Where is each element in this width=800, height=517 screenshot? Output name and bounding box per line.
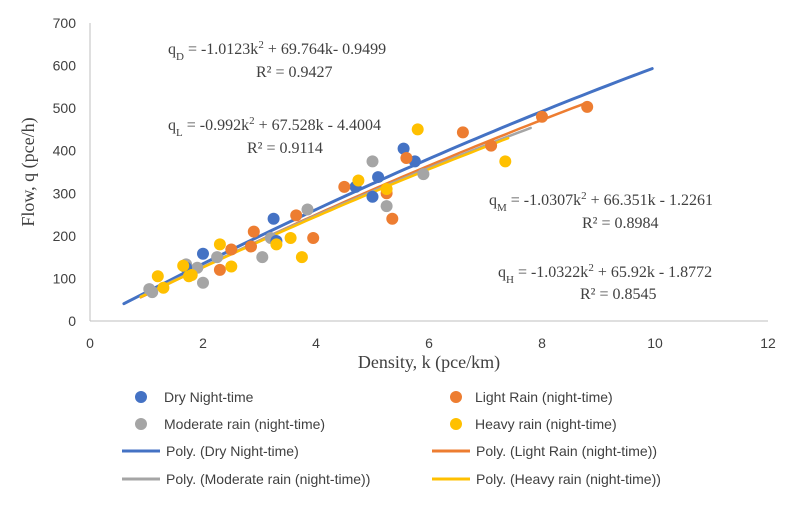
y-tick-label: 0 bbox=[68, 313, 76, 329]
x-tick-labels: 0 2 4 6 8 10 12 bbox=[86, 335, 776, 351]
x-tick-label: 10 bbox=[647, 335, 663, 351]
data-point-heavy bbox=[270, 238, 283, 251]
legend-marker-moderate bbox=[135, 418, 147, 430]
legend-label-poly-dry: Poly. (Dry Night-time) bbox=[166, 443, 299, 459]
r2-moderate: R² = 0.8984 bbox=[582, 215, 659, 232]
data-point-dry bbox=[197, 247, 209, 260]
data-point-light bbox=[247, 225, 260, 238]
data-point-light bbox=[213, 263, 226, 276]
legend-item-poly-moderate: Poly. (Moderate rain (night-time)) bbox=[122, 471, 370, 487]
legend-label-poly-light: Poly. (Light Rain (night-time)) bbox=[476, 443, 657, 459]
data-point-heavy bbox=[225, 260, 238, 273]
legend-label-heavy: Heavy rain (night-time) bbox=[475, 416, 617, 432]
data-point-light bbox=[456, 126, 469, 139]
data-point-heavy bbox=[177, 259, 190, 272]
data-point-heavy bbox=[380, 183, 393, 195]
data-point-moderate bbox=[197, 276, 209, 289]
r2-dry: R² = 0.9427 bbox=[256, 64, 333, 81]
r2-light: R² = 0.9114 bbox=[247, 140, 323, 157]
legend-label-poly-moderate: Poly. (Moderate rain (night-time)) bbox=[166, 471, 370, 487]
equation-light: qL = -0.992k2 + 67.528k - 4.4004 bbox=[168, 115, 381, 139]
equation-moderate: qM = -1.0307k2 + 66.351k - 1.2261 bbox=[489, 190, 713, 214]
data-point-heavy bbox=[295, 251, 308, 264]
y-tick-label: 600 bbox=[53, 58, 77, 74]
legend-item-poly-light: Poly. (Light Rain (night-time)) bbox=[432, 443, 657, 459]
data-point-dry bbox=[267, 212, 280, 225]
equation-heavy: qH = -1.0322k2 + 65.92k - 1.8772 bbox=[498, 262, 712, 286]
x-tick-label: 8 bbox=[538, 335, 546, 351]
data-point-moderate bbox=[256, 251, 269, 264]
data-point-heavy bbox=[151, 270, 164, 283]
legend-item-moderate: Moderate rain (night-time) bbox=[135, 416, 325, 432]
legend-marker-light bbox=[450, 391, 462, 403]
y-tick-labels: 0 100 200 300 400 500 600 700 bbox=[53, 15, 77, 329]
data-point-moderate bbox=[301, 203, 314, 216]
data-point-moderate bbox=[211, 251, 224, 264]
y-axis-title: Flow, q (pce/h) bbox=[18, 117, 39, 226]
data-point-light bbox=[307, 232, 320, 244]
axes bbox=[89, 23, 768, 322]
data-point-light bbox=[225, 243, 238, 256]
data-point-heavy bbox=[352, 174, 365, 187]
data-point-heavy bbox=[411, 123, 424, 136]
y-tick-label: 400 bbox=[53, 143, 77, 159]
x-tick-label: 2 bbox=[199, 335, 207, 351]
data-point-light bbox=[536, 110, 548, 123]
data-points bbox=[143, 100, 594, 299]
data-point-light bbox=[245, 240, 257, 253]
data-point-moderate bbox=[366, 155, 379, 168]
data-point-moderate bbox=[417, 168, 430, 181]
data-point-heavy bbox=[157, 281, 170, 294]
x-tick-label: 6 bbox=[425, 335, 433, 351]
data-point-light bbox=[400, 152, 413, 164]
data-point-heavy bbox=[284, 232, 297, 244]
x-tick-label: 0 bbox=[86, 335, 94, 351]
y-tick-label: 700 bbox=[53, 15, 77, 31]
legend: Dry Night-time Light Rain (night-time) M… bbox=[122, 389, 661, 487]
trendline-equations: qD = -1.0123k2 + 69.764k- 0.9499 R² = 0.… bbox=[168, 39, 713, 303]
data-point-dry bbox=[397, 142, 410, 155]
data-point-dry bbox=[372, 171, 385, 184]
legend-item-light: Light Rain (night-time) bbox=[450, 389, 613, 405]
data-point-heavy bbox=[499, 155, 512, 168]
legend-item-dry: Dry Night-time bbox=[135, 389, 254, 405]
x-axis-title: Density, k (pce/km) bbox=[358, 352, 500, 373]
y-tick-label: 100 bbox=[53, 270, 77, 286]
data-point-light bbox=[290, 209, 303, 222]
legend-item-poly-dry: Poly. (Dry Night-time) bbox=[122, 443, 299, 459]
data-point-dry bbox=[366, 190, 379, 203]
data-point-light bbox=[485, 139, 498, 152]
x-tick-label: 12 bbox=[760, 335, 776, 351]
legend-marker-dry bbox=[135, 391, 147, 403]
y-tick-label: 200 bbox=[53, 228, 77, 244]
data-point-light bbox=[581, 100, 594, 113]
data-point-heavy bbox=[185, 269, 198, 281]
data-point-light bbox=[386, 212, 399, 225]
data-point-moderate bbox=[380, 200, 393, 213]
legend-item-poly-heavy: Poly. (Heavy rain (night-time)) bbox=[432, 471, 661, 487]
data-point-light bbox=[338, 180, 351, 193]
x-tick-label: 4 bbox=[312, 335, 320, 351]
legend-label-dry: Dry Night-time bbox=[164, 389, 254, 405]
legend-item-heavy: Heavy rain (night-time) bbox=[450, 416, 617, 432]
legend-label-poly-heavy: Poly. (Heavy rain (night-time)) bbox=[476, 471, 661, 487]
y-tick-label: 500 bbox=[53, 100, 77, 116]
equation-dry: qD = -1.0123k2 + 69.764k- 0.9499 bbox=[168, 39, 386, 63]
legend-label-moderate: Moderate rain (night-time) bbox=[164, 416, 325, 432]
legend-marker-heavy bbox=[450, 418, 462, 430]
data-point-moderate bbox=[146, 286, 159, 299]
legend-label-light: Light Rain (night-time) bbox=[475, 389, 613, 405]
y-tick-label: 300 bbox=[53, 185, 77, 201]
r2-heavy: R² = 0.8545 bbox=[580, 286, 657, 303]
data-point-heavy bbox=[213, 238, 226, 251]
